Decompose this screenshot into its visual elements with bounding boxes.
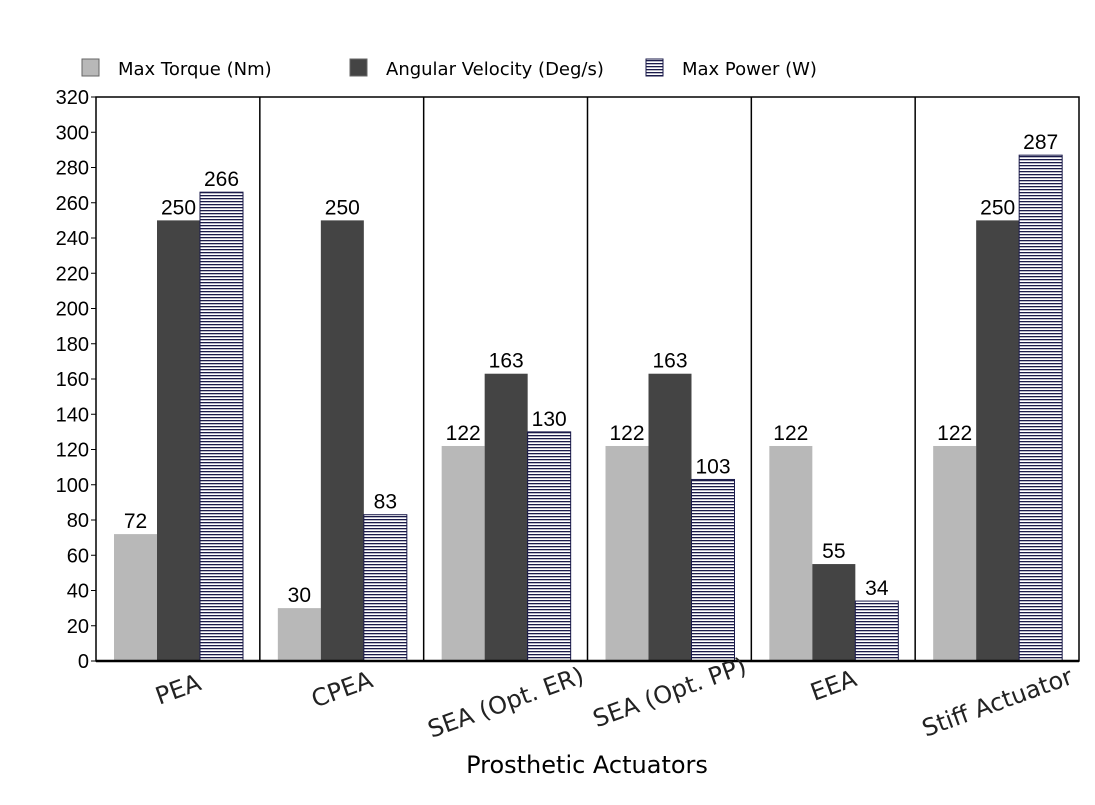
y-tick-label: 100: [56, 475, 89, 497]
x-axis-title: Prosthetic Actuators: [466, 751, 708, 779]
data-label-eea-max-torque-nm: 122: [773, 422, 808, 445]
x-tick-label-stiff-actuator: Stiff Actuator: [918, 662, 1076, 742]
x-tick-label-sea-opt-pp: SEA (Opt. PP): [589, 652, 750, 733]
y-tick-label: 0: [78, 651, 89, 673]
data-label-stiff-actuator-max-power-w: 287: [1023, 131, 1058, 154]
bar-pea-max-torque-nm: [114, 534, 157, 661]
bar-stiff-actuator-max-power-w: [1018, 154, 1063, 662]
y-tick-label: 160: [56, 369, 89, 391]
data-label-pea-max-torque-nm: 72: [124, 510, 147, 533]
data-label-pea-max-power-w: 266: [204, 168, 239, 191]
legend-label-angular-velocity-deg-s: Angular Velocity (Deg/s): [386, 59, 604, 80]
x-axis: PEA CPEA SEA (Opt. ER) SEA (Opt. PP) EEA Stif…: [152, 652, 1077, 744]
y-tick-label: 280: [56, 158, 89, 180]
y-tick-label: 200: [56, 299, 89, 321]
y-tick-label: 320: [56, 87, 89, 109]
y-tick-label: 20: [67, 616, 89, 638]
bar-eea-max-torque-nm: [769, 445, 813, 661]
data-label-pea-angular-velocity-deg-s: 250: [161, 196, 196, 219]
y-tick-label: 220: [56, 263, 89, 285]
y-axis: 0 20 40 60 80 100 120 140 160 180 200 220 240 260 280 3…: [56, 87, 96, 673]
bar-sea-opt-pp-max-torque-nm: [605, 445, 649, 661]
y-tick-label: 120: [56, 440, 89, 462]
bar-sea-opt-er-max-power-w: [527, 431, 572, 662]
bar-pea-max-power-w: [199, 191, 244, 662]
legend-swatch-max-power-w: [645, 58, 664, 77]
bar-sea-opt-pp-max-power-w: [691, 478, 735, 662]
data-label-cpea-max-power-w: 83: [374, 491, 397, 514]
bar-stiff-actuator-angular-velocity-deg-s: [976, 220, 1020, 661]
data-label-stiff-actuator-max-torque-nm: 122: [937, 422, 972, 445]
data-label-sea-opt-pp-max-torque-nm: 122: [609, 422, 644, 445]
data-label-sea-opt-er-max-torque-nm: 122: [446, 422, 481, 445]
legend-swatch-angular-velocity-deg-s: [349, 58, 368, 77]
y-tick-label: 180: [56, 334, 89, 356]
data-label-sea-opt-er-max-power-w: 130: [532, 408, 567, 431]
bar-sea-opt-er-max-torque-nm: [441, 445, 485, 661]
data-label-sea-opt-pp-max-power-w: 103: [695, 455, 730, 478]
data-label-sea-opt-er-angular-velocity-deg-s: 163: [489, 350, 524, 373]
y-tick-label: 80: [67, 510, 89, 532]
legend-swatch-max-torque-nm: [81, 58, 100, 77]
y-tick-label: 300: [56, 122, 89, 144]
legend-label-max-torque-nm: Max Torque (Nm): [118, 59, 272, 80]
y-tick-label: 140: [56, 404, 89, 426]
y-tick-label: 60: [67, 545, 89, 567]
bar-eea-angular-velocity-deg-s: [812, 564, 856, 661]
y-tick-label: 260: [56, 193, 89, 215]
bar-sea-opt-pp-angular-velocity-deg-s: [648, 373, 692, 661]
bar-stiff-actuator-max-torque-nm: [933, 445, 977, 661]
legend-label-max-power-w: Max Power (W): [682, 59, 817, 80]
x-tick-label-cpea: CPEA: [308, 665, 377, 713]
data-label-eea-max-power-w: 34: [865, 577, 889, 600]
plot-area: 72 250 266 30 250 83 122 163 130 122 163 103 122 55 34…: [95, 96, 1080, 663]
x-tick-label-eea: EEA: [807, 664, 861, 706]
bar-pea-angular-velocity-deg-s: [157, 220, 200, 661]
bar-cpea-max-torque-nm: [277, 608, 321, 661]
x-tick-label-sea-opt-er: SEA (Opt. ER): [424, 661, 588, 743]
bar-cpea-angular-velocity-deg-s: [320, 220, 364, 661]
bar-sea-opt-er-angular-velocity-deg-s: [484, 373, 528, 661]
data-label-eea-angular-velocity-deg-s: 55: [822, 540, 845, 563]
legend: Max Torque (Nm) Angular Velocity (Deg/s) M…: [81, 58, 817, 80]
data-label-cpea-max-torque-nm: 30: [288, 584, 311, 607]
bar-eea-max-power-w: [854, 600, 899, 662]
data-label-sea-opt-pp-angular-velocity-deg-s: 163: [652, 350, 687, 373]
data-label-cpea-angular-velocity-deg-s: 250: [325, 196, 360, 219]
y-tick-label: 40: [67, 581, 89, 603]
y-tick-label: 240: [56, 228, 89, 250]
data-label-stiff-actuator-angular-velocity-deg-s: 250: [980, 196, 1015, 219]
bar-cpea-max-power-w: [363, 514, 408, 662]
x-tick-label-pea: PEA: [152, 668, 205, 710]
